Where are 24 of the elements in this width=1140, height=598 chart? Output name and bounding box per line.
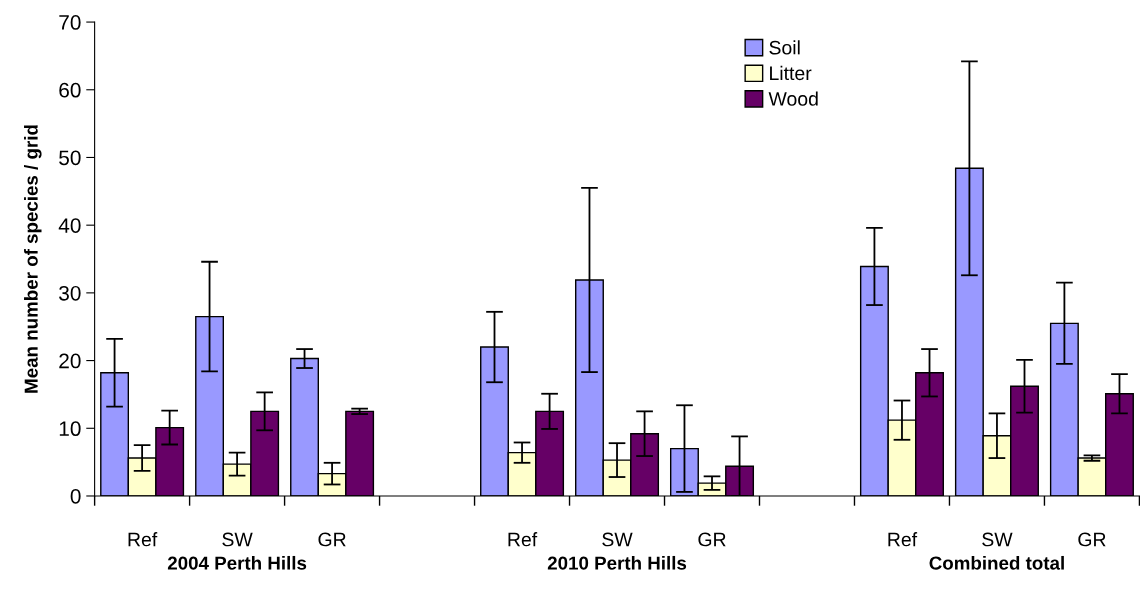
y-tick-label: 0 [70,488,81,504]
x-tick-label: GR [698,532,726,547]
x-tick-label: SW [982,532,1013,547]
x-tick-label: Ref [508,532,538,547]
text: 2004 Perth Hills [167,555,307,570]
x-tick-label: SW [602,532,633,547]
text: Combined total [929,555,1064,570]
y-tick-label: 30 [59,285,81,301]
y-axis-title: Mean number of species / grid [24,125,42,393]
x-tick-label: GR [1078,532,1106,547]
y-tick-label: 20 [59,353,81,369]
x-tick-label: SW [222,532,253,547]
legend-label: Litter [770,65,812,81]
y-tick-label: 40 [58,218,81,233]
y-tick-label: 70 [59,15,81,30]
x-tick-label: GR [318,532,346,547]
legend-label: Wood [768,91,818,106]
y-tick-label: 50 [59,150,81,166]
legend-label: Soil [769,40,800,55]
y-tick-label: 60 [59,82,81,98]
text: 2010 Perth Hills [547,555,687,570]
x-tick-label: Ref [888,532,918,547]
x-tick-label: Ref [128,532,158,547]
y-tick-label: 10 [59,421,81,437]
